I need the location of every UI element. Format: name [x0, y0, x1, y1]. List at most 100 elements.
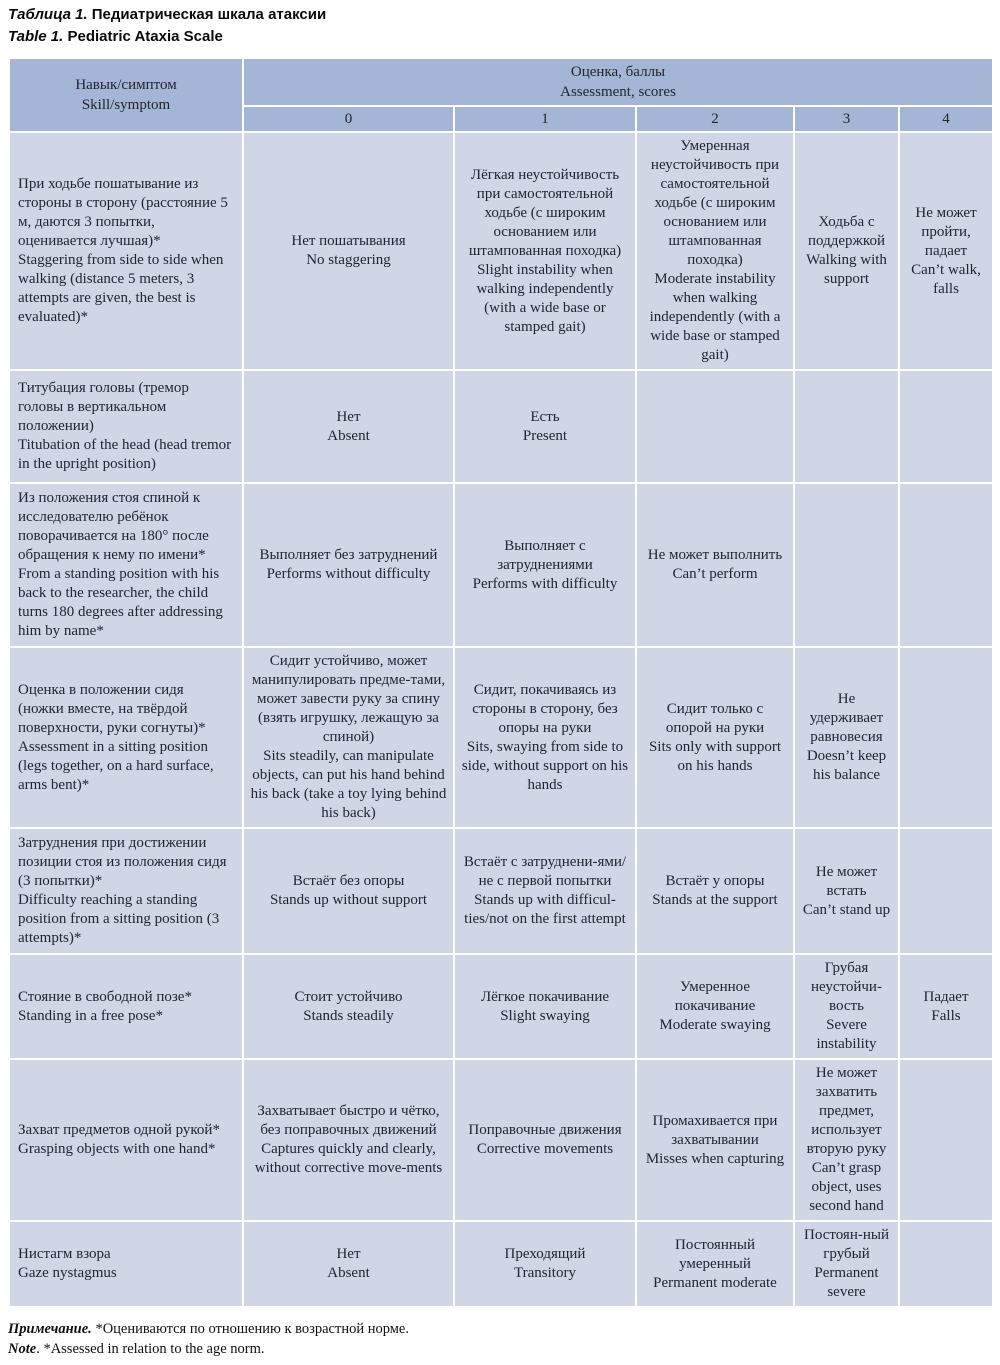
score-text-ru: Нет	[336, 408, 361, 425]
table-caption-ru: Таблица 1. Педиатрическая шкала атаксии	[8, 4, 992, 26]
table-row: Нистагм взора Gaze nystagmus Нет Absent Прех…	[8, 1220, 995, 1308]
score-cell-4	[897, 1058, 995, 1222]
score-cell-4	[897, 482, 995, 648]
score-text-ru: Встаёт без опоры	[292, 873, 405, 889]
skill-text-en: Assessment in a sitting position (legs t…	[18, 738, 214, 793]
table-row: Титубация головы (тремор головы в вертик…	[8, 369, 995, 484]
score-text-ru: Не может захватить предмет, использует в…	[806, 1065, 887, 1157]
score-text-ru: Не может выполнить	[647, 547, 783, 563]
score-text-ru: Падает	[923, 988, 969, 1005]
skill-header-en: Skill/symptom	[81, 97, 171, 113]
score-text-ru: Промахивается при захватывании	[652, 1112, 778, 1148]
note-en-lead: Note	[8, 1341, 37, 1357]
score-cell-1: Поправочные движения Corrective movements	[453, 1058, 637, 1222]
score-cell-3: Ходьба с поддержкой Walking with support	[793, 131, 900, 371]
score-text-ru: Лёгкое покачивание	[480, 988, 610, 1005]
score-cell-1: Встаёт с затруднени-ями/не с первой попы…	[453, 827, 637, 955]
table-body: При ходьбе пошатывание из стороны в стор…	[8, 131, 995, 1308]
skill-text-en: Staggering from side to side when walkin…	[18, 252, 224, 325]
score-cell-2: Умеренная неустойчивость при самостоятел…	[635, 131, 795, 371]
score-cell-4	[897, 646, 995, 829]
assessment-header-cell: Оценка, баллы Assessment, scores	[241, 57, 995, 107]
skill-text-ru: При ходьбе пошатывание из стороны в стор…	[18, 176, 228, 249]
skill-cell: Титубация головы (тремор головы в вертик…	[8, 369, 244, 484]
score-cell-1: Выполняет с затруднениями Performs with d…	[453, 482, 637, 648]
skill-cell: Из положения стоя спиной к исследователю…	[8, 482, 244, 648]
skill-text-en: Grasping objects with one hand*	[18, 1141, 216, 1157]
score-text-ru: Сидит только с опорой на руки	[665, 700, 765, 736]
score-text-en: Severe instability	[816, 1017, 877, 1052]
table-row: Захват предметов одной рукой* Grasping ob…	[8, 1058, 995, 1222]
score-text-ru: Выполняет без затруднений	[259, 547, 438, 563]
score-cell-4	[897, 1220, 995, 1308]
score-text-en: Stands up with difficul-ties/not on the …	[464, 892, 626, 927]
skill-text-ru: Затруднения при достижении позиции стоя …	[18, 835, 227, 889]
score-text-en: Stands at the support	[652, 892, 778, 908]
skill-cell: Оценка в положении сидя (ножки вместе, н…	[8, 646, 244, 829]
score-text-en: Moderate swaying	[659, 1017, 771, 1033]
header-row-scores: 0 1 2 3 4	[9, 105, 995, 133]
skill-cell: При ходьбе пошатывание из стороны в стор…	[8, 131, 244, 371]
assessment-header-ru: Оценка, баллы	[570, 64, 666, 80]
score-cell-4	[897, 369, 995, 484]
table-row: Стояние в свободной позе* Standing in a f…	[8, 953, 995, 1060]
score-text-ru: Есть	[530, 408, 560, 425]
score-cell-0: Выполняет без затруднений Performs withou…	[242, 482, 455, 648]
score-cell-1: Есть Present	[453, 369, 637, 484]
score-text-en: Performs without difficulty	[266, 566, 431, 582]
table-row: Из положения стоя спиной к исследователю…	[8, 482, 995, 648]
skill-text-en: Difficulty reaching a standing position …	[18, 892, 220, 946]
caption-en-lead: Table 1.	[8, 28, 64, 45]
score-text-en: Moderate instability when walking indepe…	[649, 271, 781, 363]
note-ru-lead: Примечание.	[8, 1321, 92, 1337]
score-text-ru: Не удерживает равновесия	[809, 691, 884, 745]
score-text-en: Absent	[327, 427, 370, 444]
score-text-en: Stands up without support	[269, 892, 428, 908]
score-cell-2: Сидит только с опорой на руки Sits only w…	[635, 646, 795, 829]
score-cell-3	[793, 369, 900, 484]
score-text-en: Corrective movements	[476, 1141, 614, 1157]
score-text-en: Can’t walk, falls	[911, 261, 981, 297]
skill-cell: Захват предметов одной рукой* Grasping ob…	[8, 1058, 244, 1222]
score-text-en: Slight instability when walking independ…	[476, 261, 614, 335]
score-text-en: Doesn’t keep his balance	[806, 748, 887, 783]
score-cell-0: Захватывает быстро и чётко, без поправоч…	[242, 1058, 455, 1222]
score-text-ru: Нет пошатывания	[291, 233, 406, 249]
score-text-en: Absent	[327, 1265, 370, 1281]
score-cell-4	[897, 827, 995, 955]
assessment-header-en: Assessment, scores	[560, 84, 676, 100]
skill-text-en: Standing in a free pose*	[18, 1007, 163, 1024]
score-text-en: Permanent severe	[814, 1265, 879, 1300]
skill-cell: Стояние в свободной позе* Standing in a f…	[8, 953, 244, 1060]
score-cell-2	[635, 369, 795, 484]
skill-header-cell: Навык/симптом Skill/symptom	[8, 57, 244, 133]
score-cell-4: Не может пройти, падает Can’t walk, falls	[897, 131, 995, 371]
score-col-header-1: 1	[453, 105, 637, 133]
skill-text-ru: Оценка в положении сидя (ножки вместе, н…	[18, 681, 206, 736]
score-cell-0: Нет Absent	[242, 369, 455, 484]
skill-text-ru: Нистагм взора	[18, 1246, 111, 1262]
score-text-en: Slight swaying	[500, 1007, 590, 1024]
score-cell-2: Не может выполнить Can’t perform	[635, 482, 795, 648]
score-text-ru: Постоян-ный грубый	[804, 1227, 889, 1262]
score-text-ru: Не может пройти, падает	[915, 204, 977, 259]
score-cell-3: Не удерживает равновесия Doesn’t keep his…	[793, 646, 900, 829]
score-text-en: Performs with difficulty	[472, 575, 618, 592]
caption-en-rest: Pediatric Ataxia Scale	[63, 28, 223, 45]
score-text-en: Falls	[931, 1007, 961, 1024]
caption-ru-lead: Таблица 1.	[8, 6, 88, 23]
note-ru: Примечание. *Оцениваются по отношению к …	[8, 1319, 992, 1339]
score-cell-0: Нет Absent	[242, 1220, 455, 1308]
score-text-en: Transitory	[514, 1265, 576, 1281]
skill-text-ru: Стояние в свободной позе*	[18, 988, 192, 1005]
score-text-ru: Встаёт с затруднени-ями/не с первой попы…	[463, 854, 627, 889]
note-en: Note. *Assessed in relation to the age n…	[8, 1339, 992, 1359]
score-text-ru: Сидит устойчиво, может манипулировать пр…	[251, 653, 446, 745]
score-text-ru: Выполняет с затруднениями	[497, 537, 593, 573]
score-cell-0: Сидит устойчиво, может манипулировать пр…	[242, 646, 455, 829]
score-text-en: Permanent moderate	[653, 1274, 777, 1291]
score-text-en: No staggering	[306, 252, 391, 268]
score-text-en: Can’t stand up	[802, 901, 891, 918]
score-cell-3: Грубая неустойчи-вость Severe instability	[793, 953, 900, 1060]
skill-text-en: Gaze nystagmus	[18, 1265, 117, 1281]
